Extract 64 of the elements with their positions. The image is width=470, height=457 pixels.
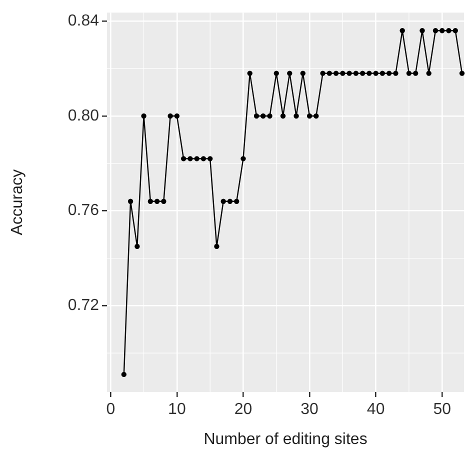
point — [440, 28, 445, 34]
point — [360, 70, 366, 76]
y-tick-label: 0.72 — [68, 297, 100, 314]
point — [247, 70, 252, 76]
point — [260, 113, 266, 119]
point — [446, 28, 452, 34]
point — [134, 244, 140, 250]
point — [128, 198, 134, 204]
point — [154, 198, 160, 204]
point — [413, 70, 418, 76]
point — [386, 70, 392, 76]
point — [366, 70, 372, 76]
point — [254, 113, 260, 119]
point — [420, 28, 425, 34]
point — [306, 113, 312, 119]
point — [141, 113, 146, 119]
point — [148, 198, 154, 204]
point — [121, 372, 127, 378]
point — [320, 70, 326, 76]
point — [267, 113, 272, 119]
point — [452, 28, 458, 34]
point — [373, 70, 378, 76]
x-tick-label: 10 — [168, 401, 186, 418]
point — [333, 70, 339, 76]
point — [180, 156, 186, 162]
point — [314, 113, 319, 119]
point — [220, 198, 226, 204]
point — [459, 70, 465, 76]
x-tick-label: 20 — [234, 401, 252, 418]
point — [300, 70, 306, 76]
point — [326, 70, 332, 76]
point — [200, 156, 206, 162]
point — [188, 156, 193, 162]
point — [207, 156, 213, 162]
point — [168, 113, 173, 119]
point — [400, 28, 405, 34]
point — [227, 198, 233, 204]
point — [280, 113, 286, 119]
point — [432, 28, 438, 34]
x-axis-title: Number of editing sites — [204, 430, 368, 448]
x-tick-label: 0 — [106, 401, 116, 418]
x-tick-label: 50 — [433, 401, 452, 418]
y-axis-title: Accuracy — [9, 169, 26, 236]
y-tick-label: 0.80 — [68, 107, 100, 124]
point — [287, 70, 292, 76]
point — [234, 198, 240, 204]
point — [426, 70, 432, 76]
point — [353, 70, 359, 76]
point — [393, 70, 398, 76]
point — [240, 156, 246, 162]
x-tick-label: 30 — [300, 401, 319, 418]
point — [214, 244, 220, 250]
point — [346, 70, 352, 76]
point — [174, 113, 180, 119]
x-tick-label: 40 — [366, 401, 385, 418]
point — [406, 70, 412, 76]
point — [194, 156, 200, 162]
point — [294, 113, 299, 119]
point — [161, 198, 166, 204]
y-tick-label: 0.76 — [68, 202, 100, 220]
point — [380, 70, 386, 76]
y-tick-label: 0.84 — [68, 12, 100, 30]
point — [274, 70, 279, 76]
point — [340, 70, 346, 76]
